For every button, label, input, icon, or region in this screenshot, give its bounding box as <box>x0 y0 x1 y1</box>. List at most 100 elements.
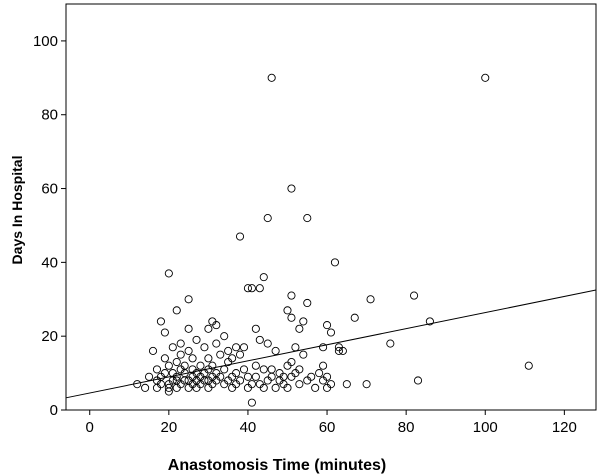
x-tick-label: 120 <box>552 419 577 436</box>
data-point <box>319 343 328 352</box>
x-tick-label: 60 <box>319 419 336 436</box>
data-point <box>164 361 173 370</box>
data-point <box>220 365 229 374</box>
y-tick-label: 20 <box>41 328 58 345</box>
data-point <box>200 343 209 352</box>
y-axis-title: Days In Hospital <box>9 156 25 265</box>
data-point <box>172 372 181 381</box>
data-point <box>152 365 162 374</box>
data-point <box>350 313 359 322</box>
data-point <box>287 357 296 367</box>
data-point <box>295 324 304 333</box>
data-point <box>164 383 173 392</box>
data-point <box>232 343 241 352</box>
data-point <box>172 357 181 367</box>
data-point <box>283 306 292 315</box>
data-point <box>338 346 347 355</box>
y-tick-label: 0 <box>50 402 58 419</box>
data-point <box>239 343 249 352</box>
data-point <box>311 383 320 392</box>
data-point <box>212 321 221 330</box>
data-point <box>481 73 490 82</box>
data-point <box>168 343 177 352</box>
data-point <box>235 350 245 359</box>
data-point <box>160 354 169 363</box>
data-point <box>259 273 268 282</box>
y-tick-label: 40 <box>41 254 58 271</box>
x-axis-title: Anastomosis Time (minutes) <box>168 457 386 474</box>
data-point <box>263 339 272 348</box>
data-point <box>267 372 276 381</box>
data-point <box>212 339 221 348</box>
data-point <box>410 291 419 300</box>
data-point <box>184 346 193 355</box>
data-point <box>259 365 268 374</box>
data-point <box>342 380 351 389</box>
data-point <box>322 321 332 330</box>
data-point <box>334 346 343 355</box>
data-point <box>148 346 158 355</box>
data-point <box>326 328 336 337</box>
data-point <box>322 372 332 381</box>
data-point <box>235 376 245 385</box>
data-point <box>287 291 296 300</box>
data-point <box>156 317 165 326</box>
data-point <box>188 354 197 363</box>
data-point <box>239 365 249 374</box>
data-point <box>330 258 340 267</box>
x-tick-label: 100 <box>473 419 498 436</box>
data-point <box>299 350 308 359</box>
fit-line-layer <box>65 289 597 399</box>
data-point <box>247 398 256 407</box>
data-point <box>255 335 264 344</box>
data-point <box>303 298 312 308</box>
data-point <box>204 324 213 333</box>
x-tick-label: 40 <box>240 419 257 436</box>
data-point <box>192 335 201 344</box>
data-point <box>176 350 185 359</box>
data-point <box>287 313 296 322</box>
data-point <box>255 284 264 293</box>
data-point <box>228 354 237 363</box>
data-point <box>251 372 260 381</box>
data-point <box>232 369 241 378</box>
x-tick-label: 20 <box>160 419 177 436</box>
data-point <box>224 346 233 355</box>
data-point <box>216 350 225 359</box>
data-point <box>307 372 316 381</box>
data-point <box>133 380 142 389</box>
data-point <box>287 184 296 193</box>
data-point <box>366 295 375 304</box>
data-point <box>259 383 268 392</box>
x-axis-ticks: 0 20 40 60 80 100 120 <box>86 410 577 436</box>
x-tick-label: 0 <box>86 419 94 436</box>
y-tick-label: 100 <box>33 33 58 50</box>
data-point <box>386 339 395 348</box>
plot-frame <box>65 3 597 411</box>
data-point <box>204 354 213 363</box>
regression-line <box>65 289 597 399</box>
data-point <box>208 361 217 370</box>
data-point <box>319 361 328 370</box>
y-tick-label: 80 <box>41 107 58 124</box>
data-point <box>145 372 154 381</box>
data-point <box>315 369 324 378</box>
data-point <box>220 332 229 341</box>
data-point <box>180 361 189 370</box>
data-point <box>295 380 304 389</box>
data-point <box>184 324 193 333</box>
x-tick-label: 80 <box>398 419 415 436</box>
data-point <box>184 295 193 304</box>
y-tick-label: 60 <box>41 181 58 198</box>
data-point <box>413 376 423 385</box>
data-point <box>164 387 173 396</box>
data-point <box>196 361 205 370</box>
data-point <box>267 73 276 82</box>
data-point <box>251 324 260 333</box>
data-point <box>247 380 256 389</box>
data-point <box>176 339 185 348</box>
data-point <box>160 369 169 378</box>
data-point <box>243 372 252 381</box>
data-point <box>160 328 169 337</box>
